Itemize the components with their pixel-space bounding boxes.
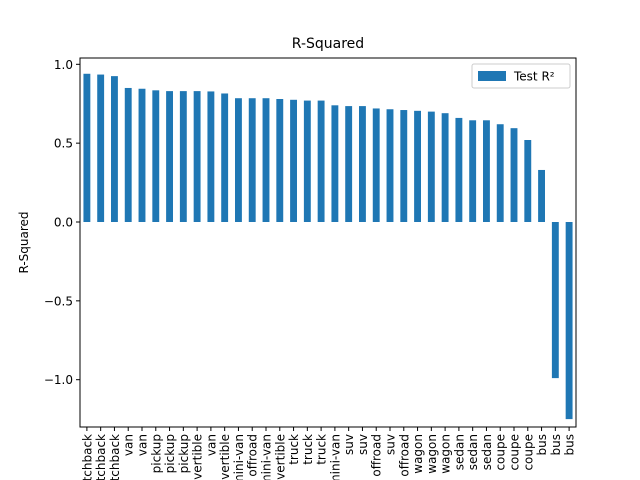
bar — [427, 111, 435, 222]
x-tick-label: coupe — [494, 434, 508, 471]
bar — [524, 140, 532, 222]
y-tick-label: −0.5 — [44, 294, 73, 308]
legend: Test R² — [471, 63, 571, 89]
legend-box — [471, 63, 571, 89]
bar — [469, 120, 477, 222]
legend-swatch — [478, 71, 506, 81]
x-tick-label: suv — [384, 434, 398, 455]
x-tick-label: offroad — [246, 434, 260, 477]
x-tick-label: mini-van — [328, 434, 342, 480]
bar — [235, 98, 242, 222]
bar — [359, 106, 366, 222]
x-tick-label: pickup — [149, 434, 163, 473]
y-tick-label: 1.0 — [54, 58, 73, 72]
x-tick-label: convertible — [191, 434, 205, 480]
x-tick-label: bus — [535, 434, 549, 455]
bar — [538, 169, 545, 222]
bar — [97, 74, 105, 222]
bar — [262, 98, 270, 222]
y-tick-label: 0.0 — [54, 216, 73, 230]
x-tick-label: van — [136, 434, 150, 456]
x-tick-label: hatchback — [80, 434, 94, 480]
bar — [331, 105, 339, 222]
x-tick-label: sedan — [466, 434, 480, 470]
x-tick-label: suv — [342, 434, 356, 455]
x-tick-label: bus — [563, 434, 577, 455]
x-tick-label: sedan — [480, 434, 494, 470]
x-tick-label: truck — [301, 434, 315, 465]
y-axis: −1.0 −0.5 0.0 0.5 1.0 — [44, 58, 80, 387]
bar — [221, 93, 229, 222]
bar — [276, 99, 284, 222]
bar — [441, 113, 449, 222]
x-tick-label: wagon — [411, 434, 425, 474]
y-tick-label: −1.0 — [44, 373, 73, 387]
bar — [496, 124, 504, 222]
y-tick-label: 0.5 — [54, 137, 73, 151]
x-tick-label: wagon — [439, 434, 453, 474]
bar — [248, 98, 256, 222]
x-tick-label: van — [204, 434, 218, 456]
bar — [83, 73, 91, 223]
bar — [345, 106, 353, 222]
x-tick-label: bus — [549, 434, 563, 455]
bar — [179, 91, 187, 222]
bar — [303, 100, 311, 222]
bar-series — [83, 73, 573, 420]
bar — [551, 222, 559, 379]
x-tick-label: coupe — [521, 434, 535, 471]
x-tick-label: offroad — [397, 434, 411, 477]
x-tick-label: sedan — [452, 434, 466, 470]
x-tick-label: offroad — [370, 434, 384, 477]
x-tick-label: suv — [356, 434, 370, 455]
x-tick-label: coupe — [508, 434, 522, 471]
bar — [290, 99, 297, 222]
x-tick-label: hatchback — [94, 434, 108, 480]
bar — [317, 100, 325, 222]
bar — [455, 117, 463, 222]
legend-label: Test R² — [513, 70, 555, 84]
x-tick-label: convertible — [273, 434, 287, 480]
x-axis: hatchback hatchback hatchback van van pickup p… — [80, 427, 577, 480]
bar — [510, 128, 518, 222]
bar — [565, 222, 573, 420]
bar — [152, 90, 160, 222]
x-tick-label: truck — [287, 434, 301, 465]
bar — [124, 87, 132, 222]
x-tick-label: truck — [315, 434, 329, 465]
x-tick-label: hatchback — [108, 434, 122, 480]
y-axis-label: R-Squared — [17, 211, 31, 273]
bar — [372, 108, 380, 222]
x-tick-label: pickup — [163, 434, 177, 473]
plot-frame — [79, 57, 577, 428]
bar — [111, 76, 118, 222]
chart-title: R-Squared — [292, 36, 364, 52]
x-tick-label: van — [122, 434, 136, 456]
bar — [138, 88, 146, 222]
bar — [414, 110, 421, 222]
x-tick-label: mini-van — [232, 434, 246, 480]
bar — [400, 110, 408, 222]
x-tick-label: convertible — [218, 434, 232, 480]
x-tick-label: pickup — [177, 434, 191, 473]
bar — [166, 91, 173, 222]
x-tick-label: mini-van — [260, 434, 274, 480]
bar — [483, 120, 490, 222]
bar — [193, 91, 201, 222]
bar — [386, 109, 394, 222]
bar — [207, 91, 215, 222]
x-tick-label: wagon — [425, 434, 439, 474]
